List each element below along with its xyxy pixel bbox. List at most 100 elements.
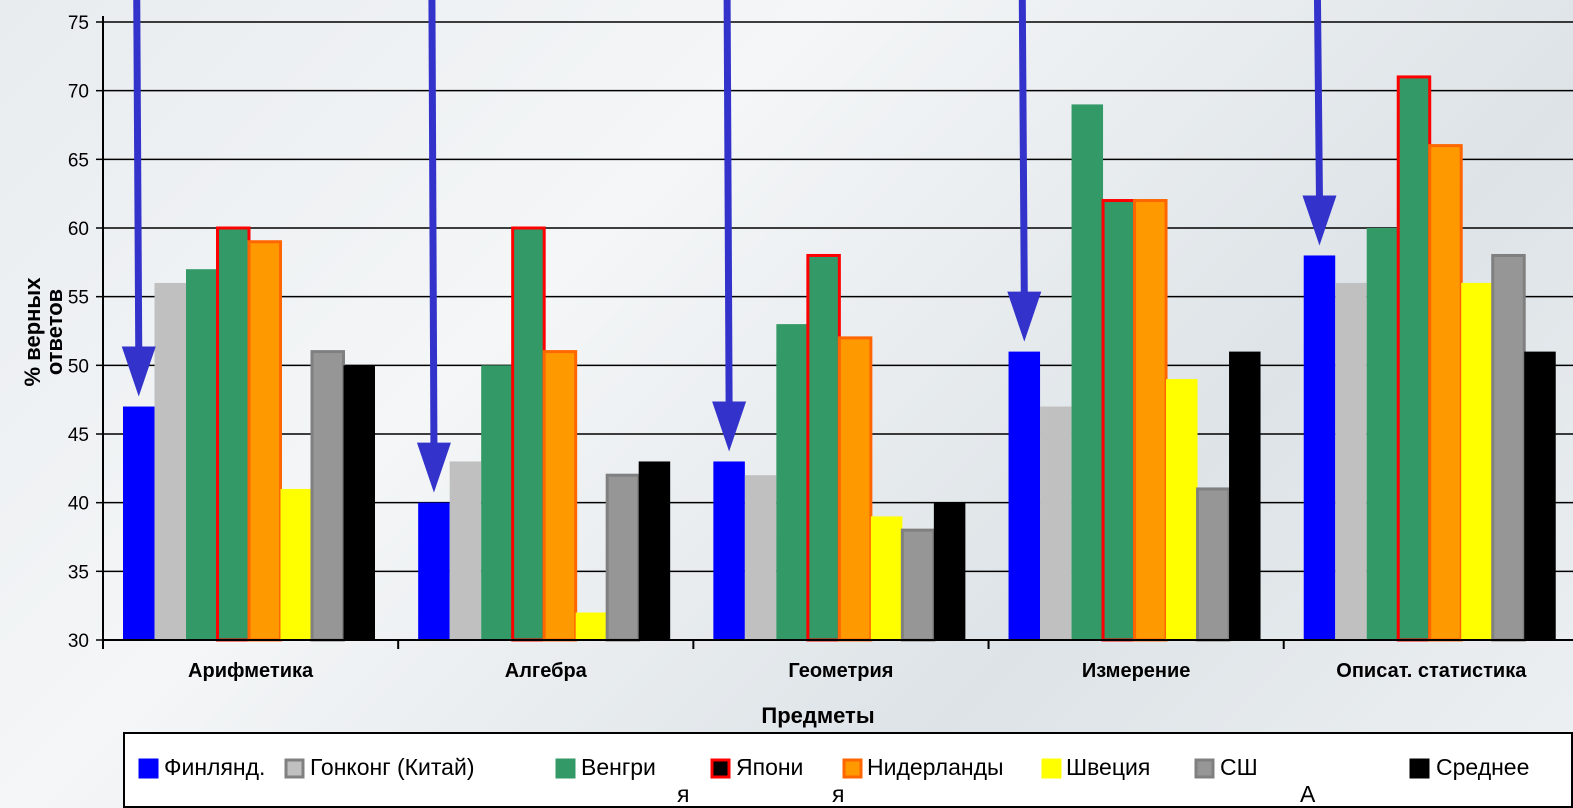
y-tick-label: 50 (68, 356, 89, 377)
bar (123, 406, 155, 640)
bar (933, 502, 966, 640)
bar (638, 461, 671, 640)
bar (713, 461, 745, 640)
bar (418, 502, 450, 640)
y-tick-label: 30 (68, 631, 89, 652)
legend-item: Среднее (1409, 754, 1529, 780)
bar (1428, 144, 1463, 642)
y-tick-label: 35 (68, 562, 89, 583)
bar (310, 350, 345, 642)
x-category-label: Арифметика (188, 660, 314, 682)
legend-item: Швеция (1041, 754, 1150, 780)
bar (1166, 379, 1198, 640)
arrow-shaft (428, 0, 438, 447)
legend-swatch (710, 758, 731, 779)
bar (1133, 199, 1168, 642)
y-tick-label: 75 (68, 13, 89, 34)
bar (1461, 282, 1493, 640)
y-tick-label: 55 (68, 288, 89, 309)
bars (123, 75, 1556, 642)
bar (1396, 75, 1432, 642)
x-category-label: Алгебра (505, 660, 588, 682)
arrow-head (1007, 291, 1042, 342)
legend-label: Нидерланды (867, 754, 1004, 780)
bar (1303, 255, 1336, 640)
bar (154, 282, 186, 640)
x-category-label: Измерение (1082, 660, 1191, 682)
legend-label-wrap: я (832, 781, 844, 807)
bar (449, 461, 482, 640)
bar (1071, 104, 1104, 640)
arrow-shaft (133, 0, 143, 351)
arrows (121, 0, 1337, 493)
legend-swatch (1041, 758, 1062, 779)
arrow-shaft (723, 0, 733, 406)
bar (1196, 487, 1231, 642)
legend-swatch (842, 758, 863, 779)
x-category-label: Описат. статистика (1336, 660, 1527, 682)
x-axis-title: Предметы (761, 703, 874, 728)
bar (837, 336, 873, 642)
bar (1491, 253, 1526, 642)
bar (900, 528, 936, 642)
legend-swatch (1409, 758, 1430, 779)
legend-label: Финлянд. (164, 754, 265, 780)
bar (776, 324, 808, 640)
y-tick-label: 65 (68, 150, 89, 171)
bar (1040, 406, 1072, 640)
bar (343, 365, 375, 640)
bar (186, 269, 218, 640)
bar (806, 253, 841, 642)
bar (870, 516, 903, 640)
legend-item: Нидерланды (842, 754, 1004, 780)
legend-label: Япони (736, 754, 803, 780)
legend: Финлянд. Гонконг (Китай) ВенгрияЯпонияНиде… (123, 732, 1573, 808)
y-axis-ticks: 30 35 40 45 50 55 60 65 70 75 (68, 13, 103, 652)
bar (280, 488, 312, 640)
legend-swatch (138, 758, 159, 779)
bar (1101, 199, 1137, 642)
y-tick-label: 45 (68, 425, 89, 446)
legend-label: Гонконг (Китай) (310, 754, 474, 780)
legend-swatch (555, 758, 576, 779)
bar (1335, 282, 1367, 640)
bar (481, 365, 513, 640)
bar (1008, 351, 1041, 640)
legend-item: Финлянд. (138, 754, 265, 780)
y-tick-label: 60 (68, 219, 89, 240)
axes (102, 16, 1573, 649)
y-tick-label: 70 (68, 82, 89, 103)
y-axis-title: % верныхответов (20, 277, 67, 387)
x-category-label: Геометрия (788, 660, 893, 682)
y-tick-label: 40 (68, 494, 89, 515)
bar (744, 475, 777, 640)
arrow-shaft (1018, 0, 1028, 296)
bar (575, 612, 608, 640)
legend-label: СШ (1220, 754, 1258, 780)
legend-label: Венгри (581, 754, 656, 780)
legend-label-wrap: я (677, 781, 689, 807)
bar (1366, 228, 1399, 640)
legend-label: Среднее (1436, 754, 1529, 780)
bar (1229, 351, 1261, 640)
bar (1524, 351, 1556, 640)
legend-label: Швеция (1066, 754, 1150, 780)
legend-label-wrap: А (1300, 781, 1316, 807)
bar (247, 240, 282, 642)
arrow-shaft (1313, 0, 1323, 200)
x-axis-category-labels: Арифметика Алгебра Геометрия Измерение Описа… (188, 660, 1527, 682)
arrow-head (1302, 195, 1337, 246)
arrow-head (712, 401, 747, 452)
legend-item: Гонконг (Китай) (284, 754, 474, 780)
bar (216, 226, 251, 642)
legend-swatch (1194, 758, 1215, 779)
bar (542, 350, 578, 642)
bar (511, 226, 546, 642)
arrow-head (416, 442, 451, 493)
legend-item: Япони я (710, 754, 844, 807)
legend-item: СШ А (1194, 754, 1316, 807)
legend-swatch (284, 758, 305, 779)
arrow-head (121, 346, 156, 397)
